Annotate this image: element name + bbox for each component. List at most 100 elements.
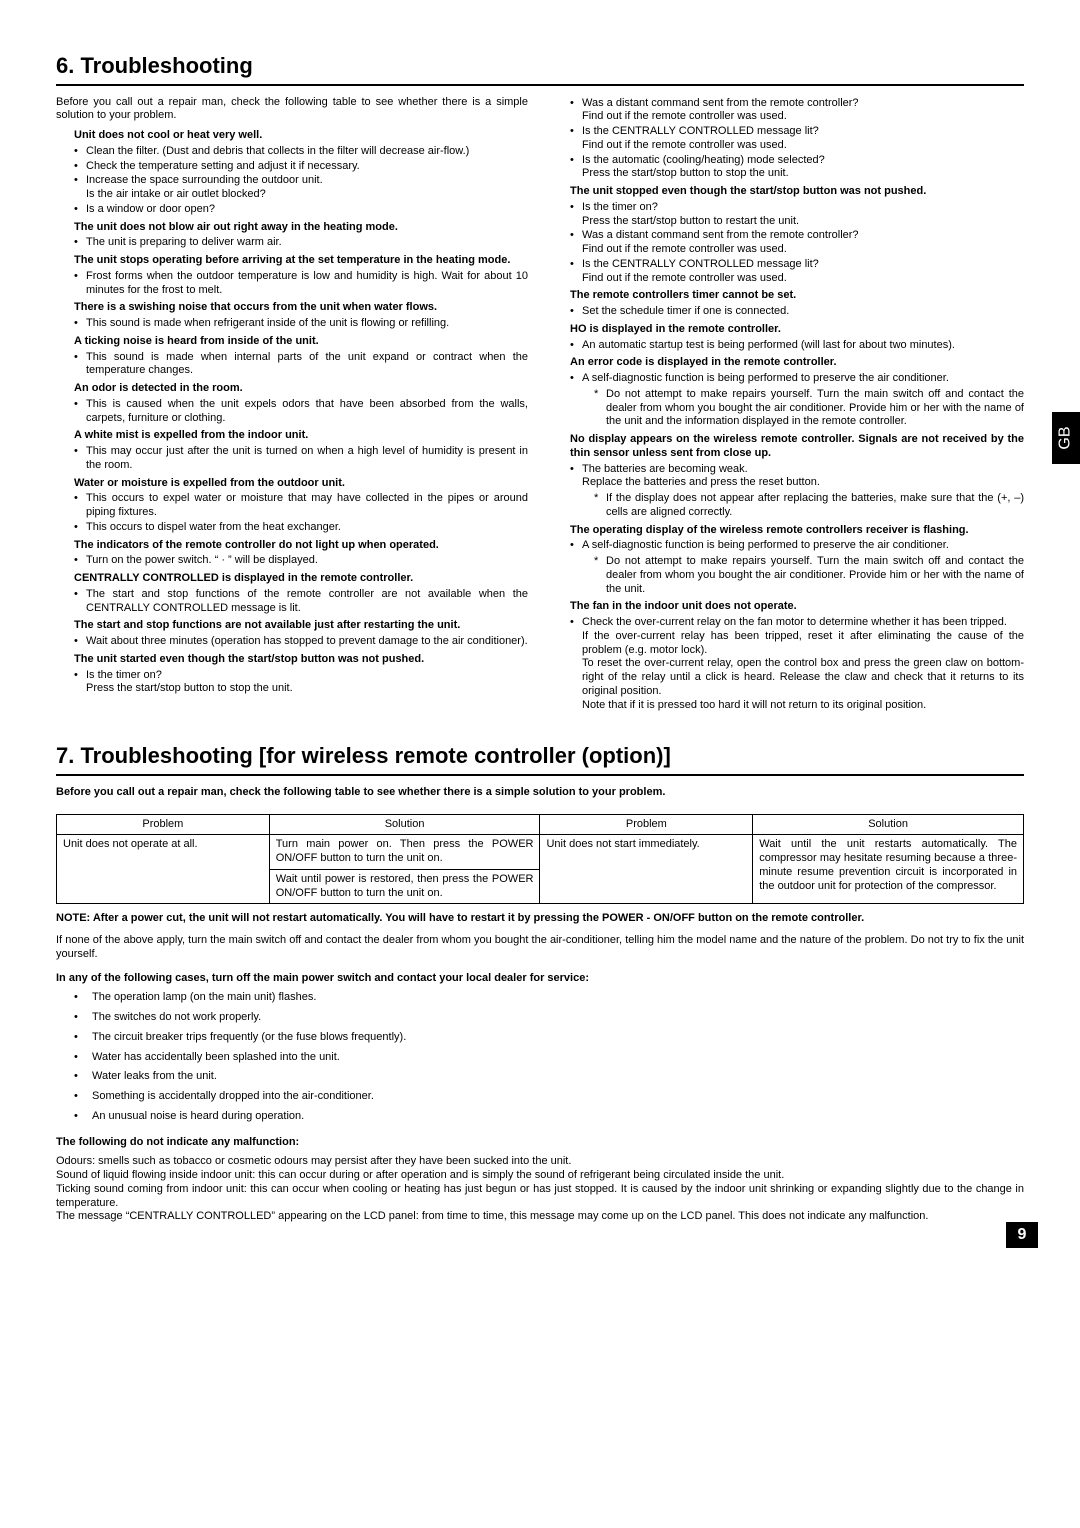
- trouble-bullets: This may occur just after the unit is tu…: [74, 445, 528, 473]
- trouble-bullets: The start and stop functions of the remo…: [74, 588, 528, 616]
- trouble-bullets: This is caused when the unit expels odor…: [74, 398, 528, 426]
- trouble-sub-item: Do not attempt to make repairs yourself.…: [594, 555, 1024, 596]
- trouble-bullet: The start and stop functions of the remo…: [74, 588, 528, 616]
- trouble-heading: HO is displayed in the remote controller…: [570, 323, 1024, 337]
- case-item: An unusual noise is heard during operati…: [68, 1110, 1024, 1124]
- case-item: The switches do not work properly.: [68, 1011, 1024, 1025]
- section-7-title: 7. Troubleshooting [for wireless remote …: [56, 742, 1024, 776]
- trouble-heading: The operating display of the wireless re…: [570, 524, 1024, 538]
- trouble-heading: The fan in the indoor unit does not oper…: [570, 600, 1024, 614]
- section-7-p3: Odours: smells such as tobacco or cosmet…: [56, 1155, 1024, 1224]
- table-cell: Unit does not start immediately.: [540, 835, 753, 904]
- trouble-heading: There is a swishing noise that occurs fr…: [74, 301, 528, 315]
- trouble-bullets: Is the timer on? Press the start/stop bu…: [74, 669, 528, 697]
- table-cell: Unit does not operate at all.: [57, 835, 270, 904]
- trouble-bullet: Turn on the power switch. “ · ” will be …: [74, 554, 528, 568]
- trouble-bullets: This occurs to expel water or moisture t…: [74, 492, 528, 534]
- section-6-title: 6. Troubleshooting: [56, 52, 1024, 86]
- trouble-bullets: Clean the filter. (Dust and debris that …: [74, 145, 528, 217]
- trouble-bullet: This may occur just after the unit is tu…: [74, 445, 528, 473]
- th-problem-2: Problem: [540, 814, 753, 835]
- trouble-heading: The remote controllers timer cannot be s…: [570, 289, 1024, 303]
- trouble-bullets: Set the schedule timer if one is connect…: [570, 305, 1024, 319]
- trouble-sub: Do not attempt to make repairs yourself.…: [582, 555, 1024, 596]
- trouble-heading: A ticking noise is heard from inside of …: [74, 335, 528, 349]
- trouble-heading: A white mist is expelled from the indoor…: [74, 429, 528, 443]
- page-number: 9: [1006, 1222, 1038, 1248]
- trouble-heading: The unit stops operating before arriving…: [74, 254, 528, 268]
- trouble-heading: CENTRALLY CONTROLLED is displayed in the…: [74, 572, 528, 586]
- language-tab: GB: [1052, 412, 1080, 464]
- trouble-bullets: This sound is made when internal parts o…: [74, 351, 528, 379]
- table-cell: Wait until power is restored, then press…: [269, 869, 540, 904]
- table-cell: Wait until the unit restarts automatical…: [753, 835, 1024, 904]
- trouble-heading: An error code is displayed in the remote…: [570, 356, 1024, 370]
- trouble-bullets: Wait about three minutes (operation has …: [74, 635, 528, 649]
- section-7-p1: If none of the above apply, turn the mai…: [56, 934, 1024, 962]
- trouble-bullets: The batteries are becoming weak. Replace…: [570, 463, 1024, 491]
- trouble-heading: No display appears on the wireless remot…: [570, 433, 1024, 461]
- trouble-sub: If the display does not appear after rep…: [582, 492, 1024, 520]
- case-item: The circuit breaker trips frequently (or…: [68, 1031, 1024, 1045]
- trouble-bullet: This occurs to dispel water from the hea…: [74, 521, 528, 535]
- section-7-note: NOTE: After a power cut, the unit will n…: [56, 912, 1024, 926]
- trouble-bullet: This is caused when the unit expels odor…: [74, 398, 528, 426]
- section-6-right-col: Was a distant command sent from the remo…: [552, 96, 1024, 715]
- trouble-bullet: Is the timer on? Press the start/stop bu…: [74, 669, 528, 697]
- trouble-heading: The start and stop functions are not ava…: [74, 619, 528, 633]
- trouble-bullet: Is the CENTRALLY CONTROLLED message lit?…: [570, 125, 1024, 153]
- table-cell: Turn main power on. Then press the POWER…: [269, 835, 540, 870]
- section-6-columns: Before you call out a repair man, check …: [56, 96, 1024, 715]
- trouble-bullets: A self-diagnostic function is being perf…: [570, 539, 1024, 553]
- trouble-bullet: This sound is made when refrigerant insi…: [74, 317, 528, 331]
- trouble-sub-item: Do not attempt to make repairs yourself.…: [594, 388, 1024, 429]
- trouble-heading: The unit does not blow air out right awa…: [74, 221, 528, 235]
- trouble-bullet: Check the temperature setting and adjust…: [74, 160, 528, 174]
- trouble-bullet: A self-diagnostic function is being perf…: [570, 539, 1024, 553]
- case-item: The operation lamp (on the main unit) fl…: [68, 991, 1024, 1005]
- section-7-p3-bold: The following do not indicate any malfun…: [56, 1136, 1024, 1150]
- trouble-bullets: This sound is made when refrigerant insi…: [74, 317, 528, 331]
- case-item: Water leaks from the unit.: [68, 1070, 1024, 1084]
- trouble-bullet: Wait about three minutes (operation has …: [74, 635, 528, 649]
- trouble-bullet: Check the over-current relay on the fan …: [570, 616, 1024, 712]
- trouble-bullets: Was a distant command sent from the remo…: [570, 97, 1024, 182]
- cases-list: The operation lamp (on the main unit) fl…: [56, 991, 1024, 1123]
- trouble-bullet: The unit is preparing to deliver warm ai…: [74, 236, 528, 250]
- language-tab-label: GB: [1056, 426, 1076, 449]
- troubleshoot-table: Problem Solution Problem Solution Unit d…: [56, 814, 1024, 905]
- trouble-heading: The unit started even though the start/s…: [74, 653, 528, 667]
- trouble-bullet: This sound is made when internal parts o…: [74, 351, 528, 379]
- th-problem-1: Problem: [57, 814, 270, 835]
- trouble-bullet: Is the CENTRALLY CONTROLLED message lit?…: [570, 258, 1024, 286]
- trouble-bullet: Is the automatic (cooling/heating) mode …: [570, 154, 1024, 182]
- trouble-bullet: Was a distant command sent from the remo…: [570, 97, 1024, 125]
- trouble-bullet: Was a distant command sent from the remo…: [570, 229, 1024, 257]
- trouble-heading: Water or moisture is expelled from the o…: [74, 477, 528, 491]
- section-6-left-col: Before you call out a repair man, check …: [56, 96, 528, 715]
- section-7-intro: Before you call out a repair man, check …: [56, 786, 1024, 800]
- trouble-bullet: This occurs to expel water or moisture t…: [74, 492, 528, 520]
- trouble-bullet: Is a window or door open?: [74, 203, 528, 217]
- trouble-bullet: Is the timer on? Press the start/stop bu…: [570, 201, 1024, 229]
- trouble-bullets: The unit is preparing to deliver warm ai…: [74, 236, 528, 250]
- trouble-heading: Unit does not cool or heat very well.: [74, 129, 528, 143]
- trouble-heading: The indicators of the remote controller …: [74, 539, 528, 553]
- trouble-bullet: A self-diagnostic function is being perf…: [570, 372, 1024, 386]
- trouble-heading: The unit stopped even though the start/s…: [570, 185, 1024, 199]
- trouble-sub-item: If the display does not appear after rep…: [594, 492, 1024, 520]
- trouble-bullet: Set the schedule timer if one is connect…: [570, 305, 1024, 319]
- trouble-heading: An odor is detected in the room.: [74, 382, 528, 396]
- trouble-bullets: A self-diagnostic function is being perf…: [570, 372, 1024, 386]
- trouble-bullets: Frost forms when the outdoor temperature…: [74, 270, 528, 298]
- trouble-bullets: An automatic startup test is being perfo…: [570, 339, 1024, 353]
- trouble-bullet: Increase the space surrounding the outdo…: [74, 174, 528, 202]
- trouble-bullet: Frost forms when the outdoor temperature…: [74, 270, 528, 298]
- trouble-bullets: Turn on the power switch. “ · ” will be …: [74, 554, 528, 568]
- trouble-sub: Do not attempt to make repairs yourself.…: [582, 388, 1024, 429]
- section-7-p2-bold: In any of the following cases, turn off …: [56, 972, 1024, 986]
- th-solution-1: Solution: [269, 814, 540, 835]
- trouble-bullet: The batteries are becoming weak. Replace…: [570, 463, 1024, 491]
- case-item: Something is accidentally dropped into t…: [68, 1090, 1024, 1104]
- trouble-bullets: Is the timer on? Press the start/stop bu…: [570, 201, 1024, 286]
